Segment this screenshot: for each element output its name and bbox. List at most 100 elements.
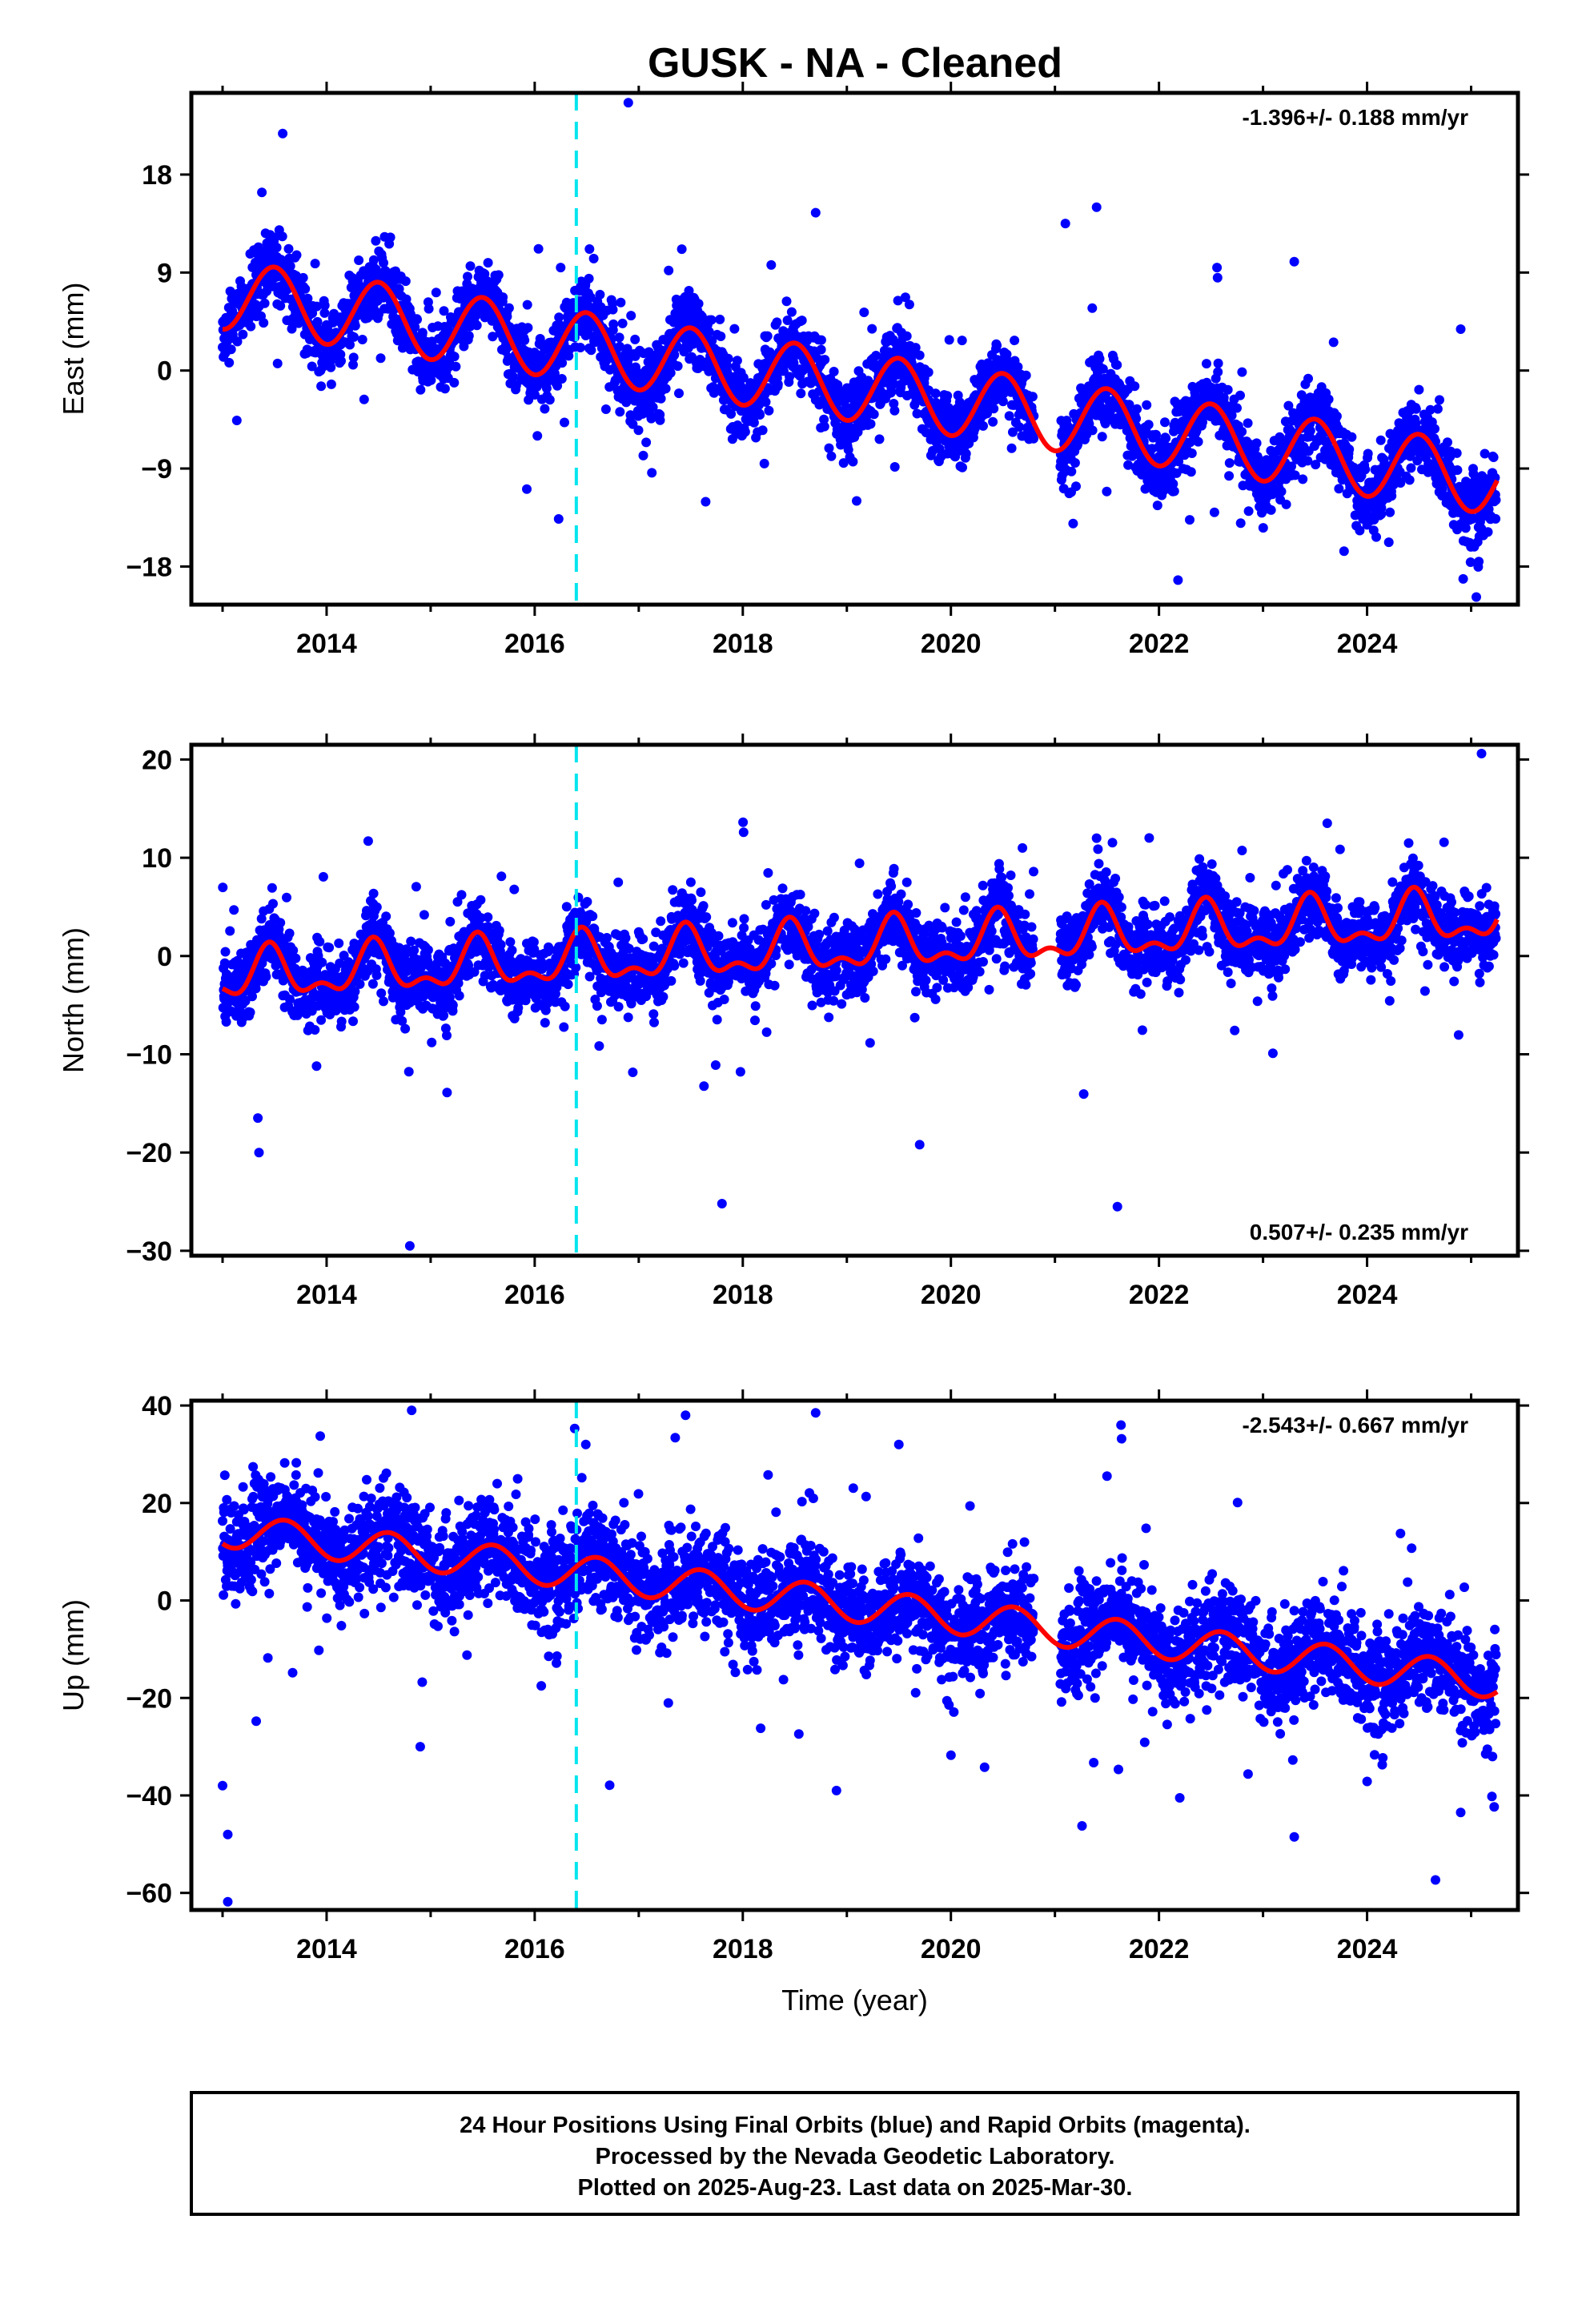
- east-point: [1202, 359, 1211, 369]
- east-point: [867, 324, 877, 334]
- east-point: [797, 316, 807, 326]
- north-point: [406, 936, 416, 947]
- east-point: [1387, 491, 1397, 501]
- east-ytick-label: 0: [157, 356, 172, 387]
- east-point: [674, 388, 684, 399]
- east-point: [326, 362, 336, 372]
- east-point: [641, 437, 652, 448]
- north-point: [507, 945, 517, 955]
- east-point: [1483, 527, 1493, 537]
- east-point: [819, 414, 829, 424]
- north-point: [253, 1113, 263, 1124]
- east-point: [1161, 433, 1171, 444]
- east-point: [451, 361, 461, 372]
- east-point: [522, 300, 532, 310]
- east-point: [1303, 456, 1313, 466]
- east-point: [1213, 367, 1223, 377]
- east-point: [368, 255, 379, 265]
- north-point: [448, 1000, 458, 1011]
- east-point: [1334, 484, 1344, 494]
- east-point: [1124, 400, 1134, 410]
- east-point: [259, 298, 270, 308]
- east-point: [1363, 448, 1373, 459]
- east-point: [665, 368, 676, 378]
- east-point: [224, 357, 235, 368]
- east-point: [1173, 575, 1183, 585]
- east-point: [732, 356, 742, 366]
- north-point: [291, 953, 301, 963]
- east-point: [677, 244, 687, 255]
- east-xtick-label: 2018: [713, 629, 773, 659]
- east-point: [608, 304, 618, 315]
- north-point: [563, 979, 573, 990]
- east-point: [820, 355, 830, 365]
- east-point: [998, 396, 1008, 407]
- east-point: [1132, 404, 1142, 414]
- east-point: [1360, 464, 1371, 475]
- east-point: [1491, 513, 1501, 524]
- east-point: [1029, 433, 1038, 444]
- north-point: [245, 1007, 255, 1018]
- east-point: [488, 332, 498, 342]
- east-point: [1193, 436, 1203, 447]
- east-point: [1323, 394, 1334, 404]
- north-point: [379, 996, 388, 1007]
- north-point: [494, 926, 504, 935]
- east-point: [628, 419, 638, 429]
- east-point: [1311, 460, 1321, 470]
- east-point: [379, 258, 388, 268]
- east-xtick-label: 2024: [1337, 629, 1398, 659]
- east-point: [1213, 358, 1223, 368]
- north-point: [561, 902, 572, 912]
- east-point: [669, 350, 680, 360]
- east-point: [1071, 481, 1081, 492]
- east-point: [944, 335, 954, 345]
- east-point: [829, 367, 839, 376]
- east-point: [656, 393, 666, 404]
- east-point: [354, 255, 364, 265]
- north-point: [221, 1017, 231, 1027]
- east-point: [349, 332, 359, 342]
- east-point: [1227, 410, 1237, 420]
- east-point: [277, 231, 287, 242]
- east-point: [1458, 573, 1468, 584]
- east-point: [1160, 417, 1170, 428]
- east-point: [584, 244, 595, 254]
- east-point: [557, 358, 568, 368]
- east-point: [449, 352, 460, 362]
- east-point: [886, 387, 897, 397]
- north-point: [404, 1067, 414, 1077]
- east-point: [1185, 515, 1195, 525]
- east-point: [772, 317, 782, 328]
- north-point: [400, 1023, 411, 1034]
- north-point: [261, 971, 271, 982]
- east-outlier-point: [1456, 324, 1466, 334]
- north-point: [275, 918, 286, 928]
- north-point: [229, 905, 239, 915]
- north-point: [560, 1001, 570, 1011]
- east-point: [359, 394, 369, 404]
- east-point: [1467, 514, 1477, 524]
- east-point: [1371, 532, 1381, 542]
- north-point: [348, 1016, 358, 1027]
- east-point: [910, 343, 921, 353]
- east-point: [1385, 507, 1395, 517]
- north-point: [381, 911, 391, 922]
- east-point: [661, 384, 671, 394]
- north-scatter-points: [218, 749, 1501, 1251]
- east-point: [348, 360, 358, 370]
- east-point: [988, 416, 998, 427]
- east-point: [1243, 418, 1253, 428]
- figure-title: GUSK - NA - Cleaned: [648, 40, 1062, 86]
- east-point: [781, 296, 792, 307]
- east-point: [1212, 263, 1223, 273]
- east-point: [416, 384, 426, 395]
- north-point: [376, 988, 387, 999]
- east-point: [1232, 403, 1242, 413]
- east-point: [553, 514, 564, 524]
- east-point: [615, 407, 625, 417]
- east-point: [614, 332, 624, 343]
- east-point: [816, 344, 826, 355]
- east-point: [498, 292, 508, 303]
- east-point: [523, 323, 533, 333]
